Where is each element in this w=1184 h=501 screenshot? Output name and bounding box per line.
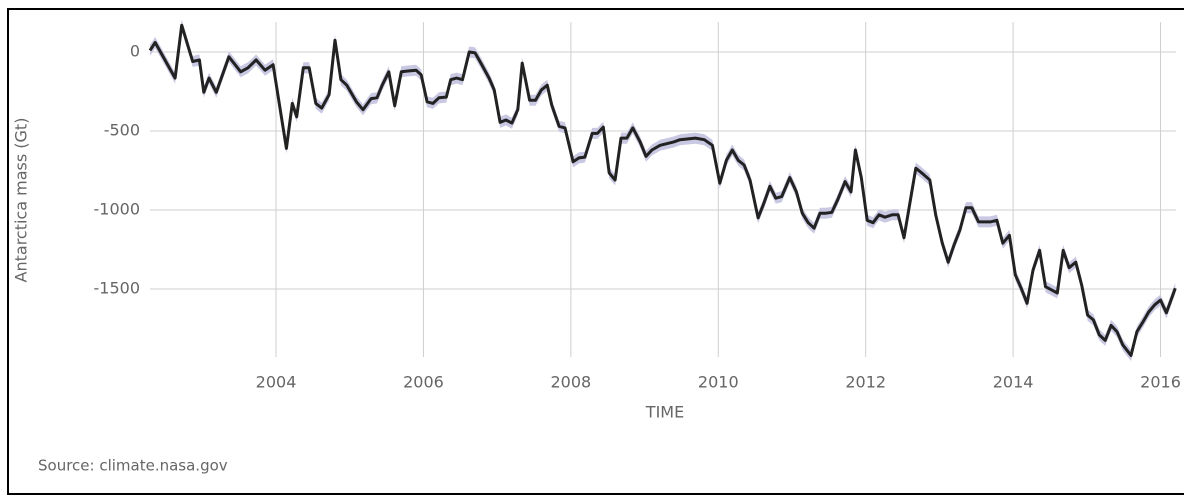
- frame: [7, 8, 1184, 495]
- x-tick-label: 2006: [403, 373, 444, 392]
- x-tick-label: 2008: [551, 373, 592, 392]
- x-axis-label: TIME: [645, 403, 684, 422]
- y-tick-label: 0: [130, 42, 140, 61]
- source-note: Source: climate.nasa.gov: [38, 457, 228, 475]
- x-tick-label: 2016: [1140, 373, 1181, 392]
- y-axis-label: Antarctica mass (Gt): [12, 118, 31, 283]
- x-tick-label: 2012: [845, 373, 886, 392]
- y-tick-label: -1000: [94, 200, 141, 219]
- x-tick-label: 2004: [256, 373, 297, 392]
- y-tick-label: -1500: [94, 279, 141, 298]
- x-tick-label: 2014: [993, 373, 1034, 392]
- y-tick-label: -500: [104, 121, 140, 140]
- data-line: [148, 23, 1177, 357]
- x-tick-label: 2010: [698, 373, 739, 392]
